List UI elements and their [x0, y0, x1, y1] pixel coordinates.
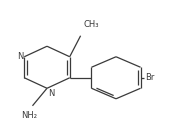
Text: N: N — [48, 89, 54, 98]
Text: Br: Br — [145, 73, 154, 82]
Text: CH₃: CH₃ — [83, 20, 99, 29]
Text: NH₂: NH₂ — [21, 111, 37, 120]
Text: N: N — [17, 52, 23, 61]
